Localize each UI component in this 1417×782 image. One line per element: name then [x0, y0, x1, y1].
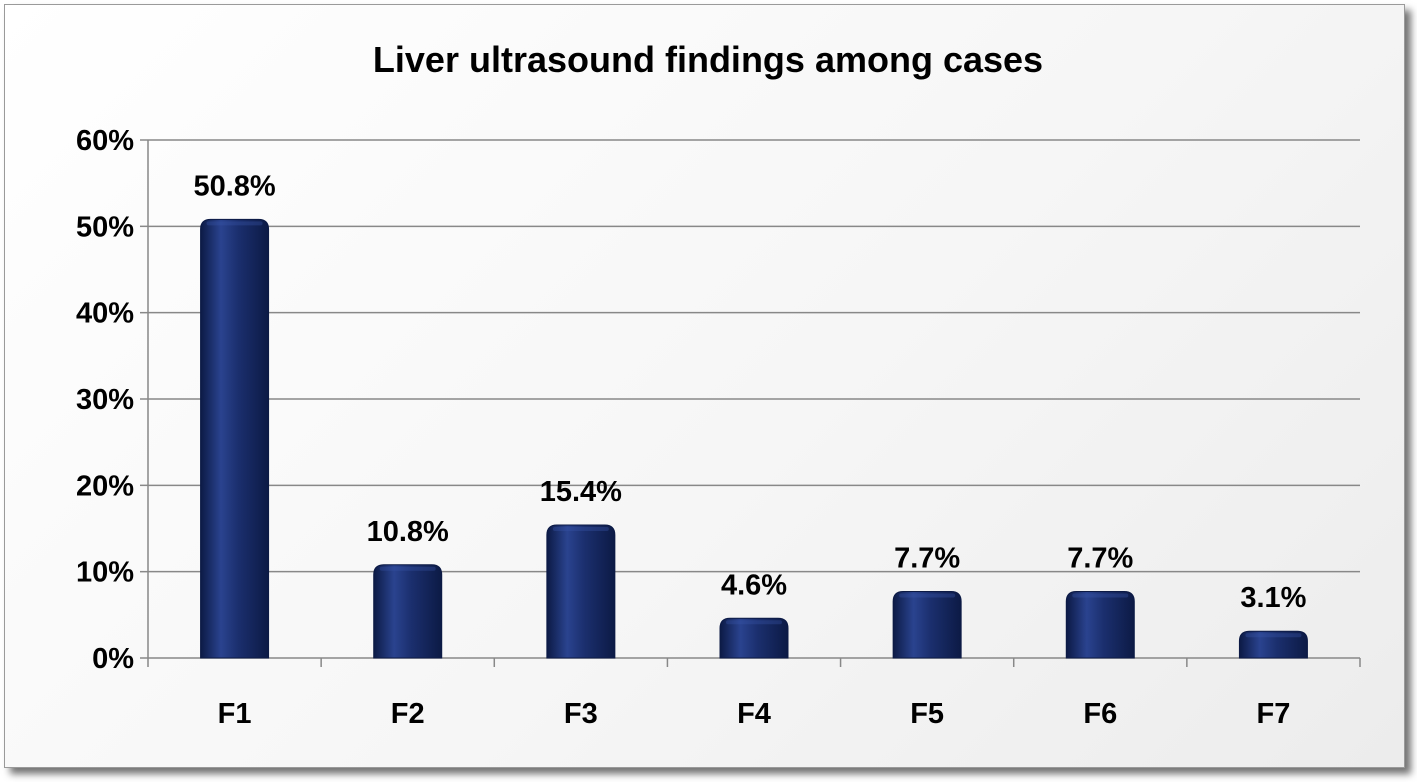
data-label-f3: 15.4%: [540, 476, 622, 508]
y-tick-label: 60%: [76, 125, 134, 157]
y-tick-label: 30%: [76, 384, 134, 416]
bar-highlight: [206, 221, 263, 226]
bars: [200, 218, 1308, 659]
x-tick-label-f1: F1: [218, 698, 252, 730]
axes: 0% 10% 20% 30% 40% 50% 60%: [76, 125, 1361, 675]
x-tick-label-f7: F7: [1257, 698, 1291, 730]
data-labels: F1 50.8% F2 10.8% F3 15.4% F4 4.6% F5 7.7% F6 7.7% F…: [193, 170, 1306, 730]
y-tick-label: 0%: [92, 643, 134, 675]
x-tick-label-f4: F4: [737, 698, 771, 730]
bar-f4: [719, 617, 789, 659]
bar-highlight: [1245, 633, 1302, 638]
data-label-f4: 4.6%: [721, 569, 787, 601]
gridlines: [148, 139, 1360, 573]
bar-highlight: [726, 620, 782, 625]
bar-f1: [200, 218, 270, 659]
bar-f5: [892, 591, 962, 659]
x-tick-label-f2: F2: [391, 698, 425, 730]
data-label-f5: 7.7%: [894, 543, 960, 575]
chart-title: Liver ultrasound findings among cases: [373, 39, 1043, 80]
y-tick-label: 50%: [76, 211, 134, 243]
bar-highlight: [552, 527, 609, 532]
x-tick-label-f3: F3: [564, 698, 598, 730]
y-tick-label: 40%: [76, 298, 134, 330]
bar-highlight: [379, 566, 436, 571]
data-label-f6: 7.7%: [1067, 543, 1133, 575]
data-label-f1: 50.8%: [193, 170, 275, 202]
data-label-f7: 3.1%: [1240, 582, 1306, 614]
bar-highlight: [899, 593, 956, 598]
x-tick-label-f6: F6: [1083, 698, 1117, 730]
y-tick-label: 20%: [76, 470, 134, 502]
data-label-f2: 10.8%: [367, 516, 449, 548]
x-tick-label-f5: F5: [910, 698, 944, 730]
bar-f3: [546, 524, 616, 659]
bar-f7: [1238, 630, 1308, 659]
bar-f2: [373, 564, 443, 659]
bar-highlight: [1072, 593, 1129, 598]
bar-f6: [1065, 591, 1135, 659]
y-tick-label: 10%: [76, 557, 134, 589]
